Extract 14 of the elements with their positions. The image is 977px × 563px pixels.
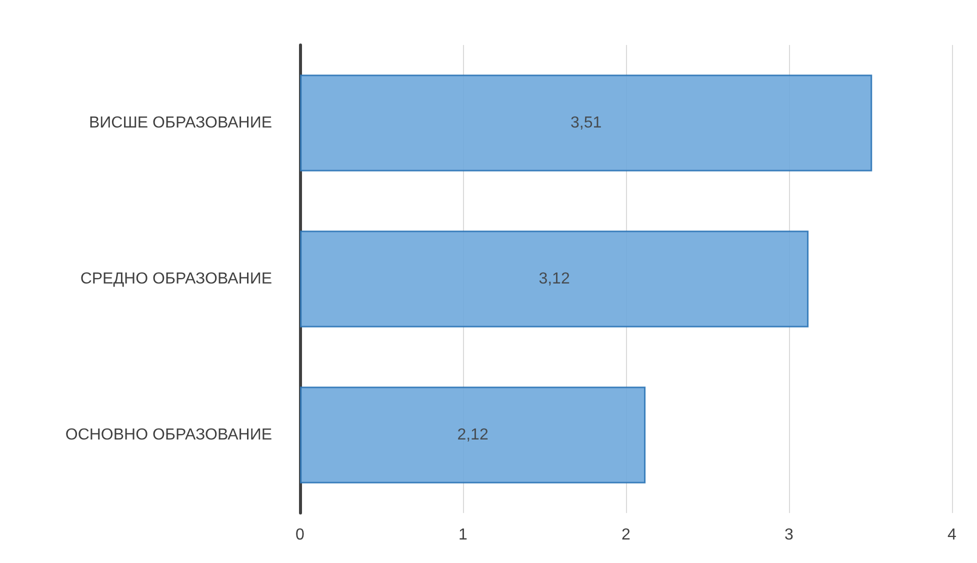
x-tick-label: 4 bbox=[948, 526, 957, 544]
x-tick-label: 1 bbox=[458, 526, 468, 544]
data-label: 2,12 bbox=[457, 426, 488, 444]
data-label: 3,51 bbox=[570, 114, 602, 132]
bar bbox=[300, 386, 646, 484]
bar bbox=[300, 230, 809, 328]
data-label: 3,12 bbox=[538, 270, 570, 288]
y-tick-label: СРЕДНО ОБРАЗОВАНИЕ bbox=[80, 270, 272, 288]
bar bbox=[300, 74, 872, 172]
x-tick-label: 2 bbox=[622, 526, 631, 544]
x-tick-label: 3 bbox=[784, 526, 794, 544]
y-tick-label: ВИСШЕ ОБРАЗОВАНИЕ bbox=[88, 114, 272, 132]
x-tick-label: 0 bbox=[296, 526, 305, 544]
y-tick-label: ОСНОВНО ОБРАЗОВАНИЕ bbox=[65, 426, 272, 444]
